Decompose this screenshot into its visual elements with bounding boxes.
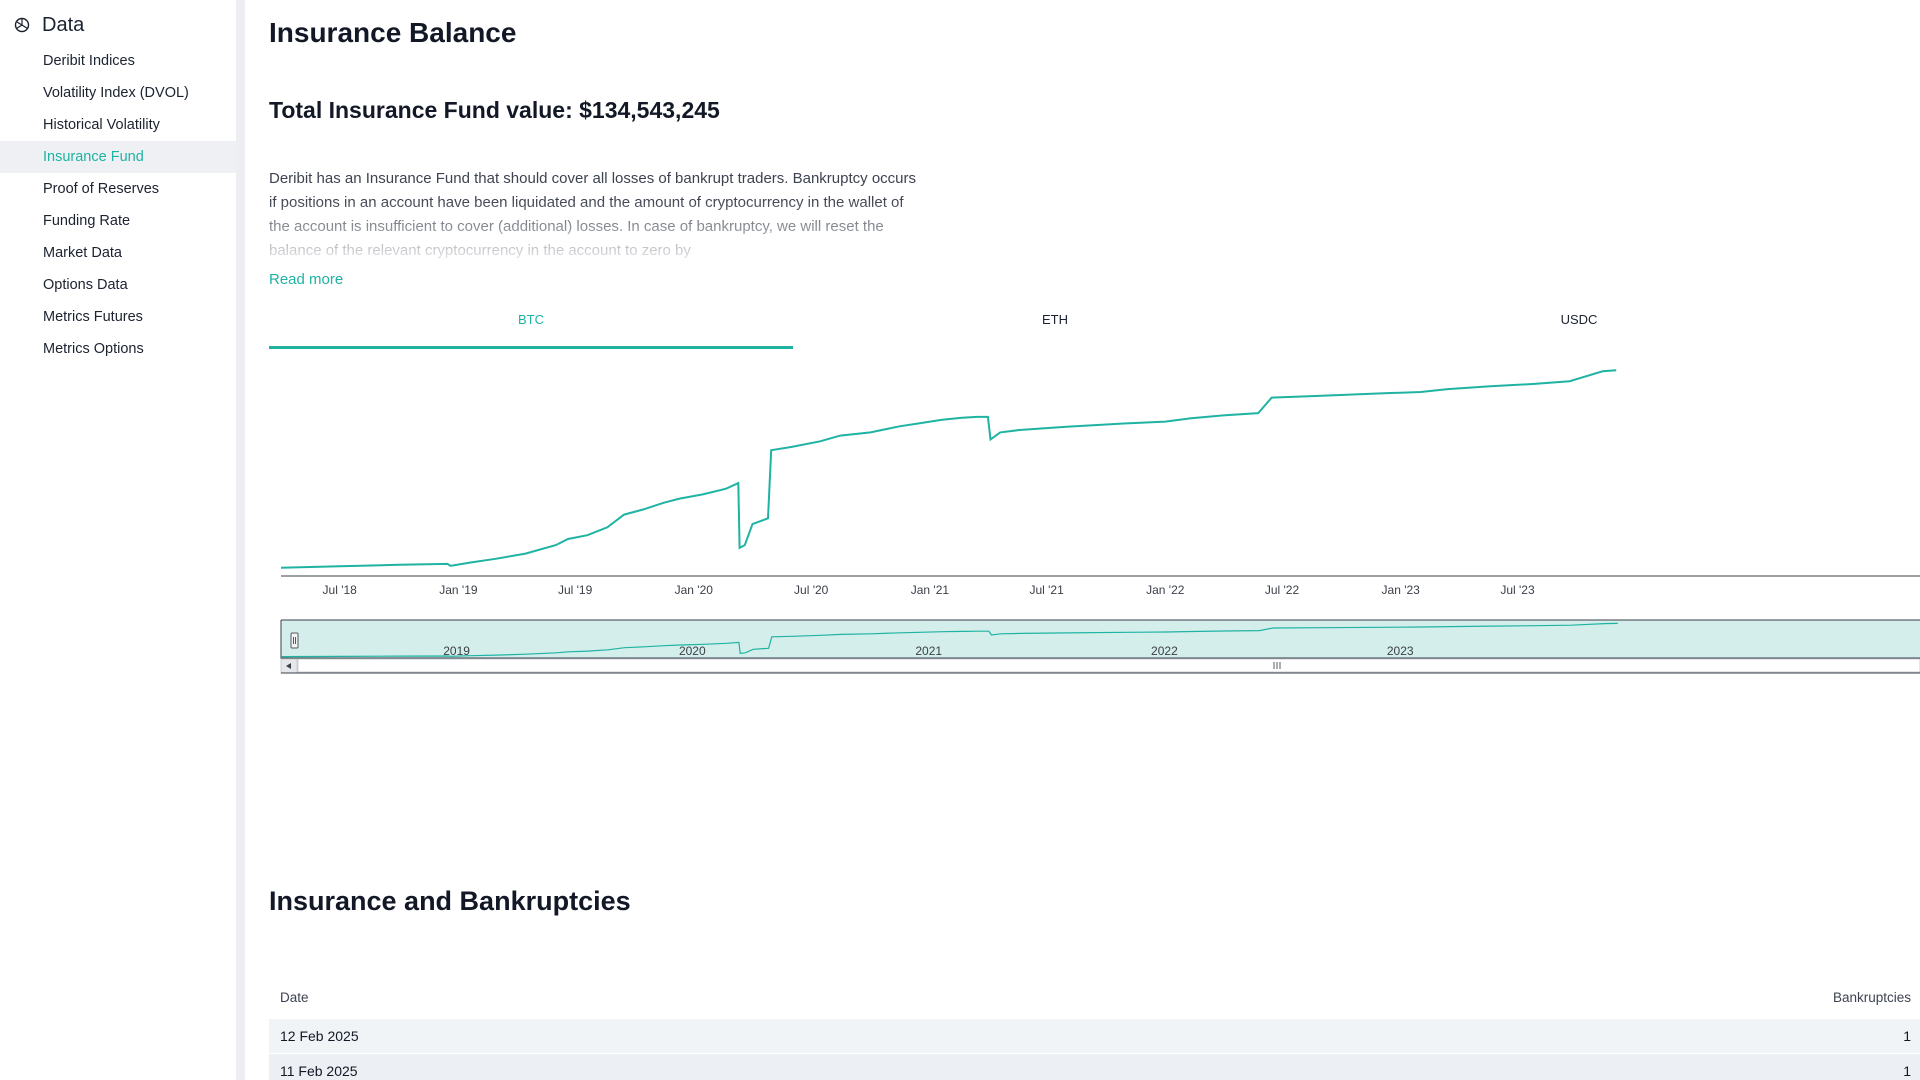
sidebar-item-options-data[interactable]: Options Data (43, 277, 128, 293)
main-content: Insurance Balance Total Insurance Fund v… (269, 0, 1920, 1080)
sidebar-item-market-data[interactable]: Market Data (43, 245, 122, 261)
table-row[interactable]: 12 Feb 2025 1 (269, 1019, 1920, 1054)
tab-usdc[interactable]: USDC (1560, 312, 1598, 327)
sidebar: Data Deribit Indices Volatility Index (D… (0, 0, 236, 1080)
sidebar-item-deribit-indices[interactable]: Deribit Indices (43, 53, 135, 69)
x-tick-label: Jul '19 (558, 583, 593, 597)
series-line (280, 369, 1617, 569)
sidebar-item-funding-rate[interactable]: Funding Rate (43, 213, 131, 229)
page-title: Insurance Balance (269, 17, 517, 48)
x-tick-label: Jul '22 (1265, 583, 1300, 597)
navigator-handle-left[interactable] (290, 632, 299, 649)
row-bankruptcies: 1 (1903, 1063, 1911, 1079)
insurance-balance-chart[interactable]: Jul '18 Jan '19 Jul '19 Jan '20 Jul '20 Jan '… (269, 360, 1920, 830)
sidebar-nav: Deribit Indices Volatility Index (DVOL) … (0, 45, 236, 365)
sidebar-item-historical-volatility[interactable]: Historical Volatility (43, 117, 160, 133)
column-header-date[interactable]: Date (280, 989, 309, 1005)
scrollbar-thumb[interactable] (297, 658, 1920, 673)
table-header: Date Bankruptcies (269, 975, 1920, 1019)
tab-eth[interactable]: ETH (1042, 312, 1068, 327)
x-tick-label: Jan '19 (439, 583, 478, 597)
x-tick-label: Jan '23 (1382, 583, 1421, 597)
x-tick-label: Jul '21 (1029, 583, 1064, 597)
read-more-link[interactable]: Read more (269, 271, 344, 288)
sidebar-item-metrics-futures[interactable]: Metrics Futures (43, 309, 143, 325)
sidebar-divider (236, 0, 245, 1080)
sidebar-item-proof-of-reserves[interactable]: Proof of Reserves (43, 181, 160, 197)
arrow-left-icon (286, 663, 291, 669)
section-title-bankruptcies: Insurance and Bankruptcies (269, 886, 631, 916)
x-tick-label: Jan '22 (1146, 583, 1185, 597)
navigator-year-label: 2021 (915, 644, 942, 658)
x-tick-label: Jul '23 (1500, 583, 1535, 597)
navigator-selection[interactable] (281, 620, 1920, 658)
column-header-bankruptcies[interactable]: Bankruptcies (1832, 989, 1911, 1005)
sidebar-item-volatility-index[interactable]: Volatility Index (DVOL) (43, 85, 189, 101)
navigator-year-label: 2020 (679, 644, 706, 658)
data-icon (13, 16, 31, 34)
sidebar-header[interactable]: Data (13, 12, 84, 38)
bankruptcies-table: Date Bankruptcies 12 Feb 2025 1 11 Feb 2… (269, 975, 1920, 1080)
currency-tabs: BTC ETH USDC (269, 305, 1841, 349)
row-bankruptcies: 1 (1903, 1028, 1911, 1044)
row-date: 11 Feb 2025 (280, 1063, 358, 1079)
tab-btc[interactable]: BTC (269, 305, 793, 349)
x-tick-label: Jul '20 (794, 583, 829, 597)
navigator-year-label: 2023 (1387, 644, 1414, 658)
row-date: 12 Feb 2025 (280, 1028, 359, 1044)
x-tick-label: Jul '18 (323, 583, 358, 597)
total-insurance-fund-value: Total Insurance Fund value: $134,543,245 (269, 97, 720, 123)
x-tick-label: Jan '21 (911, 583, 950, 597)
navigator-series-line (280, 622, 1618, 658)
sidebar-item-insurance-fund[interactable]: Insurance Fund (0, 141, 236, 173)
table-row[interactable]: 11 Feb 2025 1 (269, 1054, 1920, 1080)
description-text: Deribit has an Insurance Fund that shoul… (269, 170, 916, 259)
navigator-year-label: 2019 (443, 644, 470, 658)
x-tick-label: Jan '20 (675, 583, 714, 597)
navigator-year-label: 2022 (1151, 644, 1178, 658)
sidebar-title: Data (42, 13, 85, 36)
sidebar-item-metrics-options[interactable]: Metrics Options (43, 341, 144, 357)
